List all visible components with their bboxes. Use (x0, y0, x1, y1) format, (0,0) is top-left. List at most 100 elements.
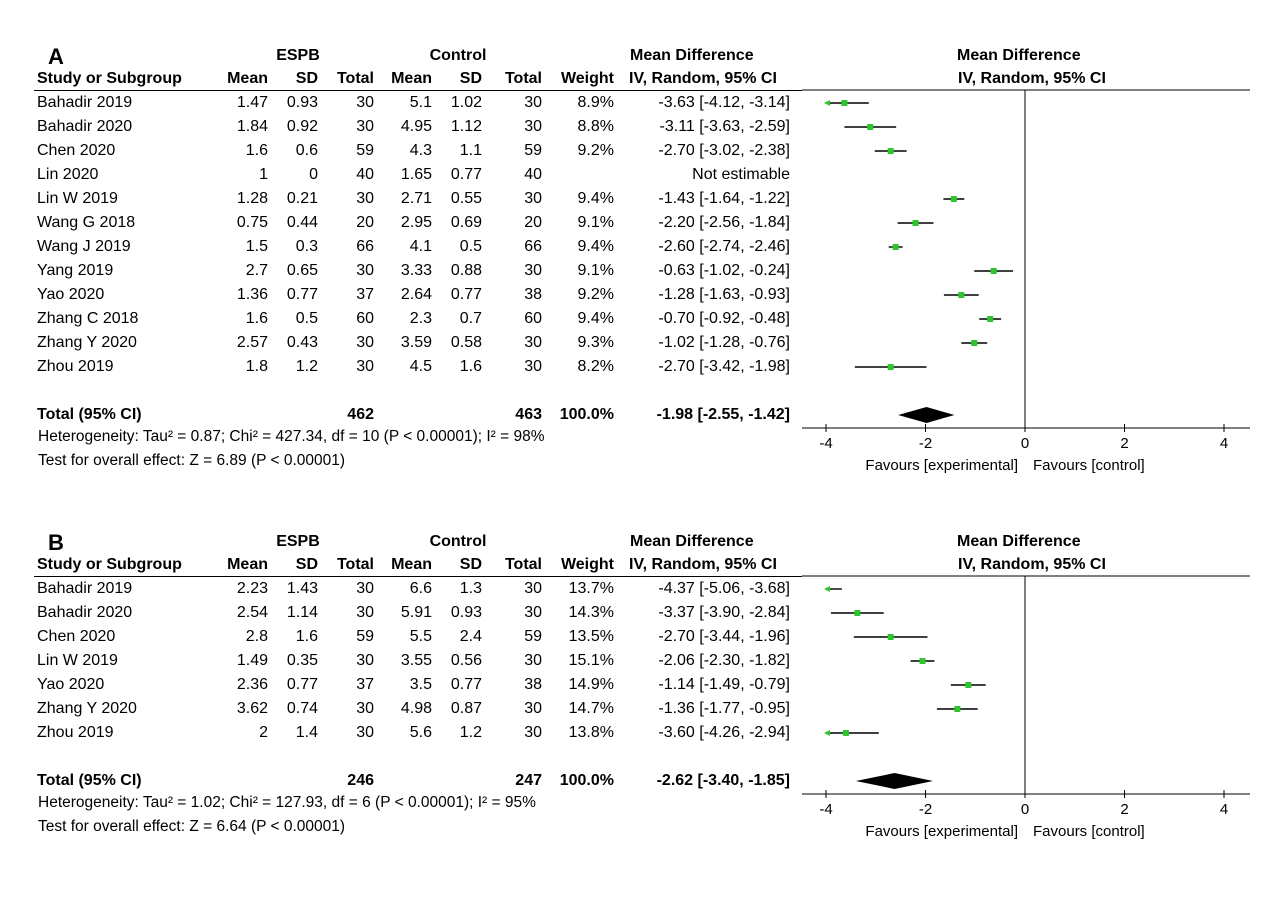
e-total: 20 (356, 214, 374, 231)
e-mean: 1.6 (245, 142, 268, 159)
c-total: 30 (524, 118, 542, 135)
e-sd: 0.65 (286, 262, 318, 279)
c-sd: 0.77 (450, 166, 482, 183)
e-total: 37 (356, 286, 374, 303)
ci-text: -3.60 [-4.26, -2.94] (658, 724, 790, 741)
e-sd: 1.43 (286, 580, 318, 597)
c-total: 38 (524, 676, 542, 693)
e-total: 59 (356, 142, 374, 159)
weight: 9.4% (577, 238, 614, 255)
c-total: 38 (524, 286, 542, 303)
heterogeneity-text: Heterogeneity: Tau² = 1.02; Chi² = 127.9… (38, 794, 536, 811)
c-sd: 1.2 (459, 724, 482, 741)
study-name: Yao 2020 (37, 286, 105, 303)
c-total: 59 (524, 142, 542, 159)
x-tick-label: -4 (819, 801, 832, 818)
total-e-total: 462 (347, 406, 374, 423)
e-mean: 2.23 (236, 580, 268, 597)
study-name: Lin 2020 (37, 166, 99, 183)
header-study: Study or Subgroup (37, 556, 182, 573)
c-mean: 3.5 (409, 676, 432, 693)
e-sd: 0.44 (286, 214, 318, 231)
header-e-mean: Mean (227, 70, 268, 87)
e-mean: 2.36 (236, 676, 268, 693)
e-sd: 1.6 (295, 628, 318, 645)
c-total: 30 (524, 262, 542, 279)
weight: 9.4% (577, 190, 614, 207)
c-mean: 2.64 (400, 286, 432, 303)
e-total: 30 (356, 700, 374, 717)
study-marker (958, 292, 965, 298)
total-weight: 100.0% (559, 772, 614, 789)
study-marker (892, 244, 899, 250)
group-header-control: Control (429, 533, 487, 550)
c-sd: 1.02 (450, 94, 482, 111)
panel-label: A (48, 44, 64, 69)
c-sd: 1.1 (459, 142, 482, 159)
weight: 9.3% (577, 334, 614, 351)
e-sd: 0 (309, 166, 318, 183)
study-marker (987, 316, 994, 322)
c-total: 30 (524, 604, 542, 621)
header-weight: Weight (560, 70, 614, 87)
header-c-total: Total (504, 70, 542, 87)
total-ci-text: -1.98 [-2.55, -1.42] (656, 406, 790, 423)
c-mean: 5.1 (409, 94, 432, 111)
e-total: 30 (356, 334, 374, 351)
e-mean: 2.54 (236, 604, 268, 621)
group-header-espb: ESPB (276, 533, 320, 550)
header-e-sd: SD (295, 70, 318, 87)
e-total: 40 (356, 166, 374, 183)
ci-text: -1.28 [-1.63, -0.93] (658, 286, 790, 303)
e-mean: 2 (259, 724, 268, 741)
group-header-control: Control (429, 47, 487, 64)
e-total: 30 (356, 262, 374, 279)
ci-text: -2.20 [-2.56, -1.84] (658, 214, 790, 231)
e-sd: 0.74 (286, 700, 318, 717)
e-mean: 3.62 (236, 700, 268, 717)
c-sd: 0.55 (450, 190, 482, 207)
favours-right-label: Favours [control] (1033, 823, 1145, 840)
c-total: 30 (524, 358, 542, 375)
e-sd: 0.43 (286, 334, 318, 351)
ci-text: -0.63 [-1.02, -0.24] (658, 262, 790, 279)
header-e-total: Total (336, 556, 374, 573)
e-total: 30 (356, 358, 374, 375)
e-mean: 2.57 (236, 334, 268, 351)
study-name: Yang 2019 (37, 262, 114, 279)
c-mean: 1.65 (400, 166, 432, 183)
e-total: 30 (356, 190, 374, 207)
c-mean: 4.5 (409, 358, 432, 375)
study-name: Wang G 2018 (37, 214, 136, 231)
study-marker (887, 634, 894, 640)
c-mean: 5.6 (409, 724, 432, 741)
study-name: Zhou 2019 (37, 724, 114, 741)
c-mean: 4.95 (400, 118, 432, 135)
weight: 14.7% (568, 700, 614, 717)
e-mean: 1.8 (245, 358, 268, 375)
total-c-total: 463 (515, 406, 542, 423)
total-e-total: 246 (347, 772, 374, 789)
c-mean: 2.3 (409, 310, 432, 327)
header-c-mean: Mean (391, 70, 432, 87)
c-total: 30 (524, 724, 542, 741)
study-name: Wang J 2019 (37, 238, 131, 255)
c-mean: 3.55 (400, 652, 432, 669)
c-total: 30 (524, 580, 542, 597)
ci-text: -2.70 [-3.02, -2.38] (658, 142, 790, 159)
overall-effect-text: Test for overall effect: Z = 6.64 (P < 0… (38, 818, 346, 835)
e-sd: 0.6 (295, 142, 318, 159)
e-mean: 1.84 (236, 118, 268, 135)
header-e-mean: Mean (227, 556, 268, 573)
c-total: 60 (524, 310, 542, 327)
e-mean: 1.49 (236, 652, 268, 669)
e-sd: 0.35 (286, 652, 318, 669)
x-tick-label: 4 (1220, 801, 1228, 818)
c-sd: 0.56 (450, 652, 482, 669)
c-mean: 2.71 (400, 190, 432, 207)
c-mean: 4.3 (409, 142, 432, 159)
total-diamond (855, 773, 933, 789)
c-total: 66 (524, 238, 542, 255)
e-mean: 1 (259, 166, 268, 183)
ci-text: -4.37 [-5.06, -3.68] (658, 580, 790, 597)
